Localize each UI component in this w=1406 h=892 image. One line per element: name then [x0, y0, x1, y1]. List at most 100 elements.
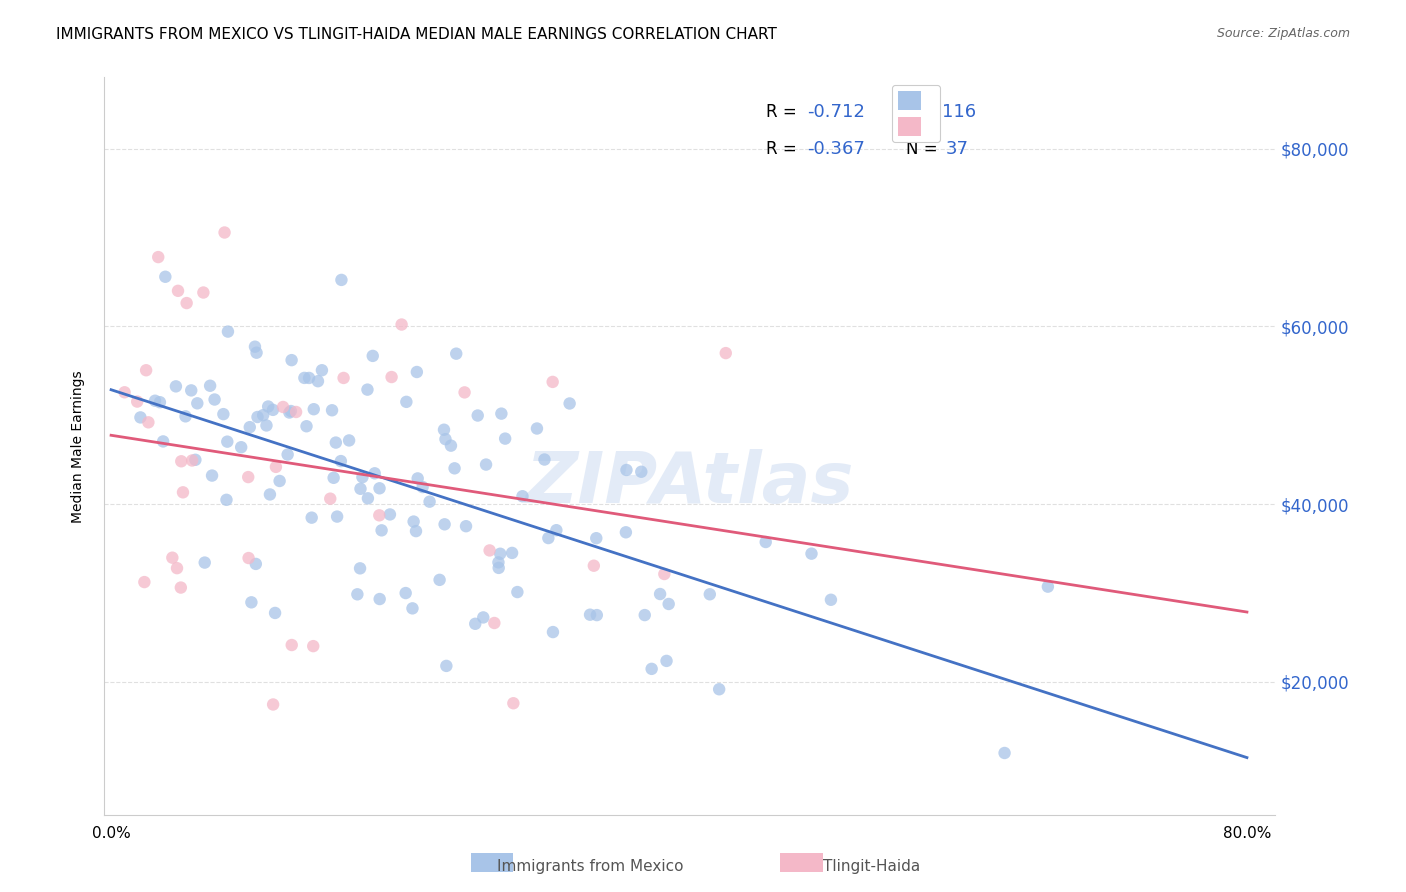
Point: [252, 408, 274, 422]
Point: [433, 517, 456, 532]
Point: [162, 550, 184, 565]
Point: [401, 601, 423, 615]
Point: [368, 508, 391, 523]
Point: [321, 403, 343, 417]
Legend: , : ,: [893, 85, 939, 142]
Point: [541, 375, 564, 389]
Point: [640, 662, 662, 676]
Point: [714, 346, 737, 360]
Point: [546, 523, 568, 537]
Point: [444, 346, 467, 360]
Point: [155, 269, 177, 284]
Point: [440, 439, 463, 453]
Point: [512, 489, 534, 503]
Point: [800, 547, 823, 561]
Point: [346, 587, 368, 601]
Point: [652, 567, 675, 582]
Point: [280, 638, 302, 652]
Point: [454, 519, 477, 533]
Point: [501, 546, 523, 560]
Point: [352, 470, 374, 484]
Text: -0.712: -0.712: [807, 103, 865, 121]
Point: [405, 524, 427, 538]
Point: [167, 284, 190, 298]
Point: [533, 452, 555, 467]
Point: [585, 531, 607, 545]
Point: [257, 400, 280, 414]
Point: [378, 508, 401, 522]
Point: [614, 525, 637, 540]
Point: [433, 423, 456, 437]
Point: [395, 395, 418, 409]
Point: [558, 396, 581, 410]
Point: [326, 509, 349, 524]
Point: [488, 555, 510, 569]
Point: [193, 285, 215, 300]
Point: [264, 459, 287, 474]
Point: [537, 531, 560, 545]
Point: [395, 586, 418, 600]
Point: [217, 325, 239, 339]
Point: [329, 454, 352, 468]
Point: [820, 592, 842, 607]
Point: [502, 696, 524, 710]
Point: [356, 383, 378, 397]
Point: [269, 474, 291, 488]
Point: [280, 353, 302, 368]
Point: [464, 616, 486, 631]
Point: [429, 573, 451, 587]
Text: N =: N =: [907, 103, 943, 121]
Point: [337, 434, 360, 448]
Point: [201, 468, 224, 483]
Text: Tlingit-Haida: Tlingit-Haida: [823, 859, 921, 874]
Point: [526, 421, 548, 435]
Point: [443, 461, 465, 475]
Point: [616, 463, 638, 477]
Point: [370, 524, 392, 538]
Point: [170, 454, 193, 468]
Point: [699, 587, 721, 601]
Point: [238, 470, 260, 484]
Point: [186, 396, 208, 410]
Point: [246, 409, 269, 424]
Point: [491, 407, 513, 421]
Text: Source: ZipAtlas.com: Source: ZipAtlas.com: [1216, 27, 1350, 40]
Point: [319, 491, 342, 506]
Point: [295, 419, 318, 434]
Point: [434, 432, 457, 446]
Point: [402, 515, 425, 529]
Point: [406, 471, 429, 485]
Text: 116: 116: [942, 103, 976, 121]
Point: [488, 561, 510, 575]
Point: [307, 374, 329, 388]
Point: [256, 418, 278, 433]
Point: [368, 592, 391, 607]
Point: [181, 453, 204, 467]
Point: [494, 432, 516, 446]
Point: [194, 556, 217, 570]
Point: [243, 340, 266, 354]
Point: [405, 365, 427, 379]
Point: [707, 682, 730, 697]
Point: [174, 409, 197, 424]
Point: [993, 746, 1015, 760]
Point: [658, 597, 681, 611]
Point: [143, 393, 166, 408]
Point: [648, 587, 671, 601]
Point: [217, 434, 239, 449]
Point: [349, 561, 371, 575]
Point: [114, 385, 136, 400]
Point: [298, 371, 321, 385]
Text: -0.367: -0.367: [807, 140, 865, 158]
Point: [245, 345, 267, 359]
Point: [231, 440, 253, 454]
Point: [285, 405, 308, 419]
Point: [478, 543, 501, 558]
Point: [198, 378, 221, 392]
Point: [322, 471, 344, 485]
Point: [184, 452, 207, 467]
Point: [484, 615, 506, 630]
Point: [148, 250, 170, 264]
Point: [277, 448, 299, 462]
Point: [214, 226, 236, 240]
